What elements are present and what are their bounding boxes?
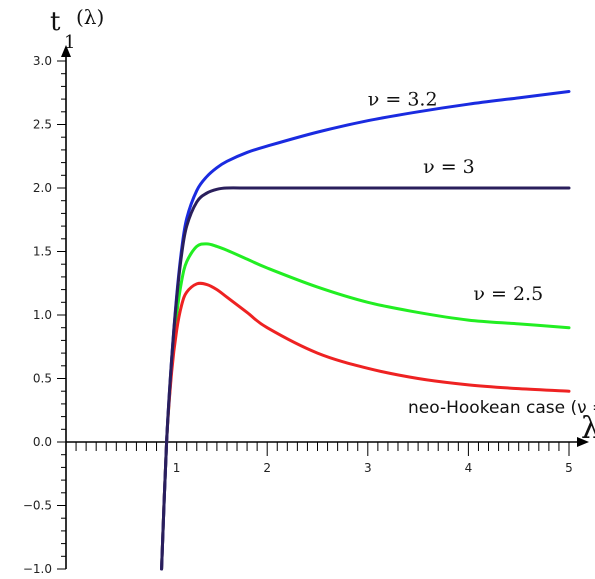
x-tick-label: 1 [173,461,181,475]
y-tick-label: 2.0 [33,181,52,195]
series-line-1 [160,186,571,571]
y-tick-label: 1.0 [33,308,52,322]
series-line-0 [160,89,571,571]
y-axis-title-main: t [50,7,61,37]
series-annotation: neo-Hookean case (ν = 2) [408,398,595,418]
x-tick-label: 3 [364,461,372,475]
x-axis-arrow [577,437,589,447]
series-line-3 [160,281,571,571]
plot-lines [160,89,571,571]
x-axis-title: λ [581,411,595,446]
axes [57,45,589,570]
y-tick-label: 0.0 [33,435,52,449]
series-annotation: ν = 3.2 [368,88,438,110]
labels: −1.0−0.50.00.51.01.52.02.53.01 2 3 4 5t1(λ)λ… [23,5,595,576]
y-axis-arrow [61,45,71,57]
x-tick-label: 5 [565,461,573,475]
x-tick-label: 2 [263,461,271,475]
y-tick-label: 3.0 [33,54,52,68]
series-annotation: ν = 3 [423,156,475,178]
y-tick-label: 0.5 [33,372,52,386]
y-tick-label: −1.0 [23,562,52,576]
series-annotation: ν = 2.5 [473,283,543,305]
y-tick-label: 2.5 [33,118,52,132]
x-tick-label: 4 [465,461,473,475]
y-tick-label: 1.5 [33,245,52,259]
y-axis-title-subscript: 1 [64,32,75,53]
y-tick-label: −0.5 [23,499,52,513]
y-axis-title-argument: (λ) [76,5,104,29]
